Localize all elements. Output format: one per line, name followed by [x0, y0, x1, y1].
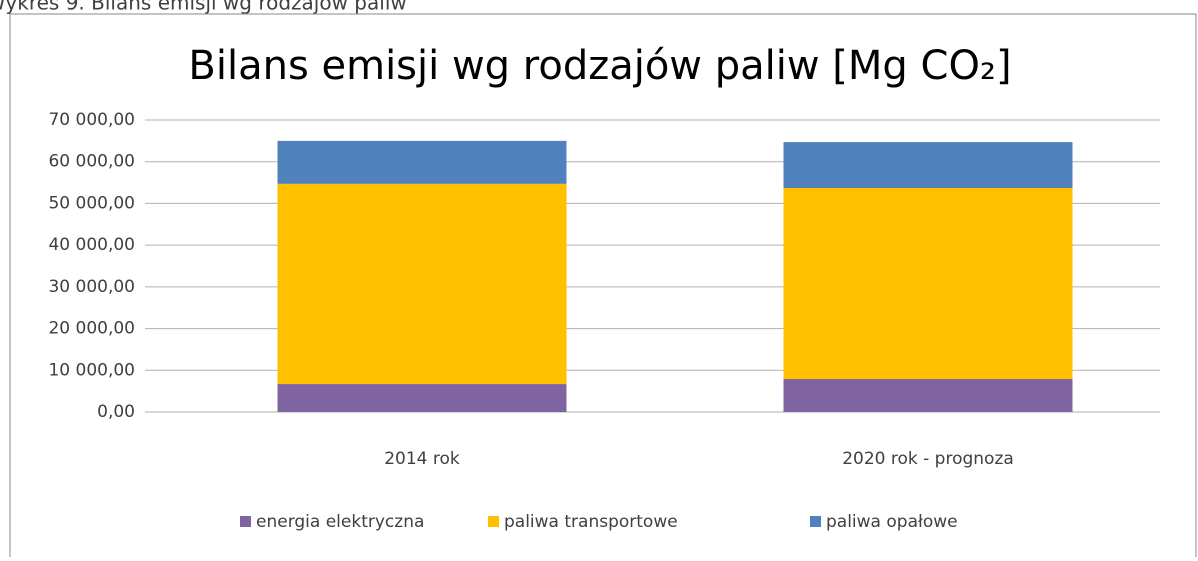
bar-segment	[277, 183, 567, 385]
bar-segment	[783, 379, 1073, 412]
bar-segment	[277, 384, 567, 412]
x-tick-label: 2014 rok	[384, 449, 460, 469]
caption: Wykres 9. Bilans emisji wg rodzajów pali…	[0, 0, 407, 15]
y-tick-label: 40 000,00	[48, 235, 135, 255]
legend-swatch	[240, 516, 251, 527]
legend-label: paliwa transportowe	[504, 512, 678, 532]
x-tick-label: 2020 rok - prognoza	[842, 449, 1014, 469]
y-tick-label: 60 000,00	[48, 152, 135, 172]
legend-label: paliwa opałowe	[826, 512, 958, 532]
y-tick-label: 10 000,00	[48, 360, 135, 380]
legend-label: energia elektryczna	[256, 512, 424, 532]
y-tick-label: 70 000,00	[48, 110, 135, 130]
y-tick-label: 30 000,00	[48, 277, 135, 297]
y-tick-label: 0,00	[97, 402, 135, 422]
y-tick-label: 20 000,00	[48, 319, 135, 339]
chart-title: Bilans emisji wg rodzajów paliw [Mg CO₂]	[188, 43, 1011, 89]
legend-swatch	[810, 516, 821, 527]
bar-segment	[783, 142, 1073, 188]
bar-segment	[783, 187, 1073, 380]
legend-swatch	[488, 516, 499, 527]
y-tick-label: 50 000,00	[48, 193, 135, 213]
bar-segment	[277, 140, 567, 184]
